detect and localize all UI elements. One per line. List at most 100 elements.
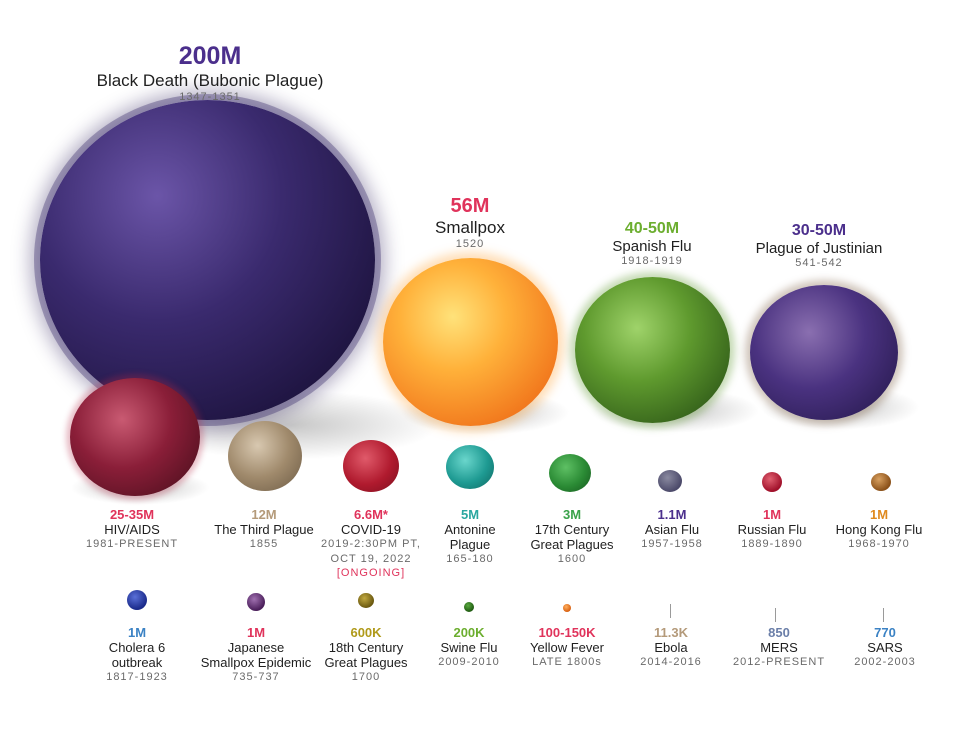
covid-virus-image — [343, 440, 399, 492]
mers-label: 850 MERS 2012-PRESENT — [733, 625, 825, 670]
jp-smallpox-years: 735-737 — [232, 671, 280, 683]
hiv-years: 1981-PRESENT — [85, 538, 179, 550]
spanish-flu-virus-image — [575, 277, 730, 423]
mers-marker-line — [775, 608, 776, 622]
sars-marker-line — [883, 608, 884, 622]
spanish-flu-name: Spanish Flu — [612, 238, 692, 255]
asian-flu-name: Asian Flu — [644, 522, 700, 537]
covid-years-line1: 2019-2:30PM PT, — [321, 538, 421, 550]
justinian-years: 541-542 — [795, 257, 843, 269]
ebola-label: 11.3K Ebola 2014-2016 — [640, 625, 702, 670]
cholera-virus-image — [127, 590, 147, 610]
17th-century-virus-image — [549, 454, 591, 492]
17th-century-name-line2: Great Plagues — [530, 537, 614, 552]
hiv-name: HIV/AIDS — [104, 522, 160, 537]
swine-flu-value: 200K — [453, 625, 485, 640]
sars-label: 770 SARS 2002-2003 — [854, 625, 916, 670]
hiv-value: 25-35M — [109, 507, 155, 522]
sars-value: 770 — [874, 625, 896, 640]
spanish-flu-years: 1918-1919 — [621, 255, 683, 267]
mers-value: 850 — [768, 625, 790, 640]
ebola-value: 11.3K — [654, 625, 688, 640]
hong-kong-flu-virus-image — [871, 473, 891, 491]
cholera-name-line1: Cholera 6 — [108, 640, 166, 655]
jp-smallpox-name-line2: Smallpox Epidemic — [200, 655, 312, 670]
russian-flu-years: 1889-1890 — [741, 538, 803, 550]
hong-kong-flu-value: 1M — [869, 507, 889, 522]
smallpox-value: 56M — [450, 195, 490, 217]
yellow-fever-value: 100-150K — [538, 625, 596, 640]
third-plague-value: 12M — [251, 507, 277, 522]
third-plague-name: The Third Plague — [214, 522, 314, 537]
smallpox-name: Smallpox — [435, 218, 505, 237]
third-plague-years: 1855 — [249, 538, 279, 550]
asian-flu-virus-image — [658, 470, 682, 492]
18th-century-years: 1700 — [351, 671, 381, 683]
third-plague-label: 12M The Third Plague 1855 — [214, 507, 314, 552]
justinian-name: Plague of Justinian — [755, 240, 883, 257]
yellow-fever-label: 100-150K Yellow Fever LATE 1800s — [530, 625, 604, 670]
18th-century-name-line2: Great Plagues — [324, 655, 408, 670]
18th-century-virus-image — [358, 593, 374, 608]
smallpox-years: 1520 — [455, 238, 485, 250]
yellow-fever-name: Yellow Fever — [530, 640, 604, 655]
hiv-label: 25-35M HIV/AIDS 1981-PRESENT — [86, 507, 178, 552]
swine-flu-label: 200K Swine Flu 2009-2010 — [438, 625, 500, 670]
third-plague-virus-image — [228, 421, 302, 491]
yellow-fever-virus-image — [563, 604, 571, 612]
justinian-virus-image — [750, 285, 898, 420]
17th-century-years: 1600 — [557, 553, 587, 565]
swine-flu-years: 2009-2010 — [438, 656, 500, 668]
hong-kong-flu-label: 1M Hong Kong Flu 1968-1970 — [836, 507, 923, 552]
ebola-name: Ebola — [654, 640, 688, 655]
jp-smallpox-virus-image — [247, 593, 265, 611]
cholera-name-line2: outbreak — [111, 655, 163, 670]
covid-years-line2: OCT 19, 2022 — [330, 553, 412, 565]
cholera-years: 1817-1923 — [106, 671, 168, 683]
antonine-name-line2: Plague — [449, 537, 491, 552]
jp-smallpox-name-line1: Japanese — [227, 640, 285, 655]
covid-value: 6.6M* — [354, 507, 388, 522]
swine-flu-name: Swine Flu — [440, 640, 498, 655]
hong-kong-flu-name: Hong Kong Flu — [835, 522, 923, 537]
antonine-value: 5M — [460, 507, 480, 522]
mers-name: MERS — [760, 640, 798, 655]
smallpox-virus-image — [383, 258, 558, 426]
17th-century-value: 3M — [562, 507, 582, 522]
antonine-name-line1: Antonine — [444, 522, 496, 537]
hiv-virus-image — [70, 378, 200, 496]
justinian-value: 30-50M — [791, 222, 847, 239]
antonine-virus-image — [446, 445, 494, 489]
black-death-name: Black Death (Bubonic Plague) — [96, 71, 324, 90]
antonine-years: 165-180 — [446, 553, 494, 565]
17th-century-name-line1: 17th Century — [534, 522, 610, 537]
asian-flu-value: 1.1M — [657, 507, 687, 522]
black-death-virus-image — [40, 100, 375, 420]
russian-flu-name: Russian Flu — [737, 522, 807, 537]
black-death-label: 200M Black Death (Bubonic Plague) 1347-1… — [97, 42, 324, 103]
yellow-fever-years: LATE 1800s — [532, 656, 602, 668]
hong-kong-flu-years: 1968-1970 — [848, 538, 910, 550]
18th-century-label: 600K 18th Century Great Plagues 1700 — [324, 625, 407, 685]
ebola-years: 2014-2016 — [640, 656, 702, 668]
ebola-marker-line — [670, 604, 671, 618]
jp-smallpox-label: 1M Japanese Smallpox Epidemic 735-737 — [201, 625, 312, 685]
covid-ongoing-badge: [ONGOING] — [336, 567, 406, 579]
17th-century-label: 3M 17th Century Great Plagues 1600 — [530, 507, 613, 567]
covid-label: 6.6M* COVID-19 2019-2:30PM PT, OCT 19, 2… — [321, 507, 421, 579]
russian-flu-virus-image — [762, 472, 782, 492]
spanish-flu-value: 40-50M — [624, 220, 680, 237]
black-death-years: 1347-1351 — [179, 91, 241, 103]
justinian-label: 30-50M Plague of Justinian 541-542 — [756, 222, 883, 269]
mers-years: 2012-PRESENT — [732, 656, 826, 668]
asian-flu-years: 1957-1958 — [641, 538, 703, 550]
spanish-flu-label: 40-50M Spanish Flu 1918-1919 — [612, 220, 691, 267]
covid-name: COVID-19 — [341, 522, 401, 537]
black-death-value: 200M — [178, 42, 242, 70]
smallpox-label: 56M Smallpox 1520 — [435, 195, 505, 250]
18th-century-name-line1: 18th Century — [328, 640, 404, 655]
swine-flu-virus-image — [464, 602, 474, 612]
asian-flu-label: 1.1M Asian Flu 1957-1958 — [641, 507, 703, 552]
jp-smallpox-value: 1M — [246, 625, 266, 640]
sars-years: 2002-2003 — [854, 656, 916, 668]
